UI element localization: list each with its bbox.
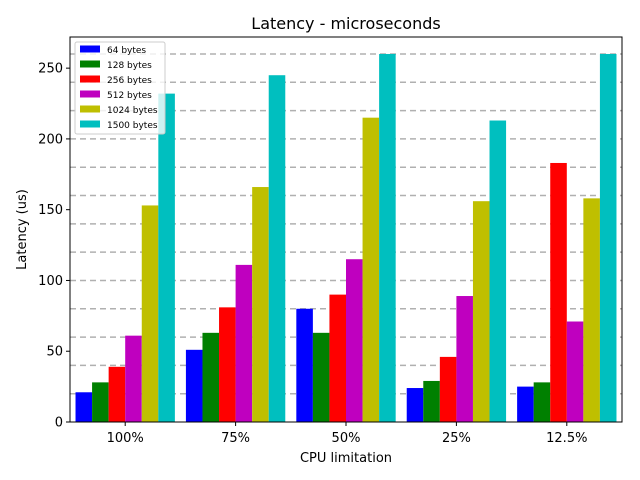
x-tick-label: 75% [221,431,250,446]
y-tick-label: 50 [46,345,63,360]
bar [75,392,93,422]
bar [92,382,109,422]
legend-swatch [80,45,100,53]
legend-entry-label: 1500 bytes [107,121,158,131]
bar [346,259,363,422]
bar [489,120,507,422]
bar [550,162,567,423]
bar [125,335,142,422]
legend-swatch [80,120,100,128]
x-tick-label: 50% [332,431,361,446]
bars-layer [75,53,617,423]
legend-entry-label: 256 bytes [107,76,152,86]
bar [423,380,440,422]
bar [362,117,380,422]
bar [456,296,473,422]
bar [472,201,490,422]
bar [312,332,330,422]
legend-swatch [80,60,100,68]
bar [533,382,551,422]
bar [599,53,617,423]
x-tick-label: 25% [442,431,471,446]
legend-entry-label: 512 bytes [107,91,152,101]
bar [185,349,203,422]
legend-entry-label: 64 bytes [107,46,146,56]
bar [439,356,457,422]
bar [141,205,159,422]
bar [252,187,269,422]
bar [158,93,175,422]
bar [517,386,534,422]
y-axis-ticks: 0 50 100 150 200 250 [38,62,70,431]
legend-swatch [80,105,100,113]
bar [296,308,313,422]
bar [202,332,220,422]
y-tick-label: 250 [38,62,63,77]
legend-swatch [80,90,100,98]
bar [108,366,126,422]
legend-swatch [80,75,100,83]
y-tick-label: 0 [55,416,63,431]
legend-entry-label: 128 bytes [107,61,152,71]
bar [329,294,346,422]
x-axis-label: CPU limitation [300,451,392,466]
bar [235,264,253,422]
x-tick-label: 12.5% [546,431,587,446]
bar [566,321,584,422]
x-axis-ticks: 100% 75% 50% 25% 12.5% [107,422,587,446]
y-tick-label: 150 [38,203,63,218]
chart-title: Latency - microseconds [251,14,440,33]
bar [406,388,424,422]
x-tick-label: 100% [107,431,144,446]
bar [379,53,396,423]
legend: 64 bytes 128 bytes 256 bytes 512 bytes 1024 … [74,41,166,135]
y-tick-label: 200 [38,132,63,147]
bar [268,75,286,422]
bar [583,198,600,422]
legend-entry-label: 1024 bytes [107,106,158,116]
y-axis-label: Latency (us) [15,189,30,270]
bar [219,307,236,422]
y-tick-label: 100 [38,274,63,289]
